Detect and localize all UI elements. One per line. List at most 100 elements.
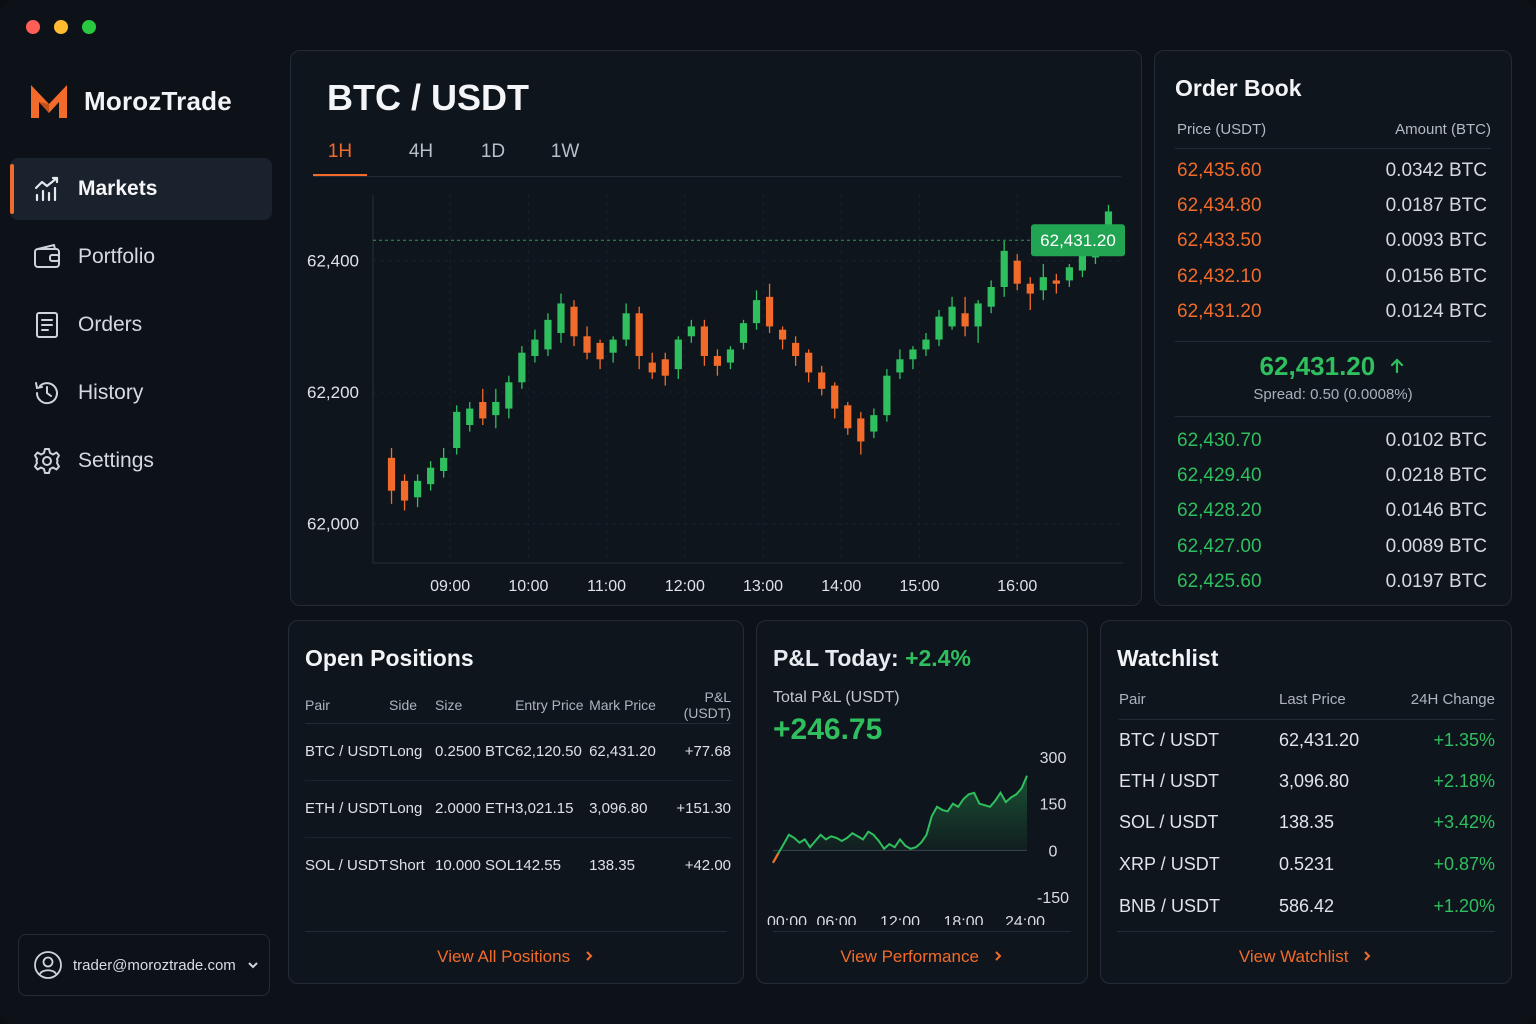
table-row[interactable]: SOL / USDT 138.35 +3.42% xyxy=(1119,802,1495,844)
ask-row[interactable]: 62,435.60 0.0342 BTC xyxy=(1177,153,1487,188)
candle-body xyxy=(596,342,604,360)
candle-body xyxy=(987,287,995,307)
candlestick-chart[interactable]: 62,400 62,200 62,000 09:00 10:00 11:00 12:00 13… xyxy=(291,181,1141,605)
chevron-right-icon xyxy=(586,951,593,961)
position-mark: 3,096.80 xyxy=(589,780,664,838)
sidebar-item-history[interactable]: History xyxy=(10,362,272,424)
view-watchlist-link[interactable]: View Watchlist xyxy=(1101,947,1511,967)
column-header: Mark Price xyxy=(589,687,664,724)
table-row[interactable]: BTC / USDT Long 0.2500 BTC 62,120.50 62,… xyxy=(305,723,731,781)
x-tick-label: 15:00 xyxy=(899,578,939,595)
brand[interactable]: MorozTrade xyxy=(28,80,232,122)
candle-body xyxy=(583,336,591,353)
table-row[interactable]: SOL / USDT Short 10.000 SOL 142.55 138.3… xyxy=(305,837,731,894)
divider xyxy=(1117,931,1495,932)
bid-row[interactable]: 62,428.20 0.0146 BTC xyxy=(1177,494,1487,529)
candle-body xyxy=(1000,250,1008,287)
candle-body xyxy=(818,372,826,389)
ask-row[interactable]: 62,431.20 0.0124 BTC xyxy=(1177,295,1487,330)
bid-row[interactable]: 62,430.70 0.0102 BTC xyxy=(1177,423,1487,458)
candle-body xyxy=(466,408,474,425)
ask-price: 62,433.50 xyxy=(1177,230,1262,252)
tab-4h[interactable]: 4H xyxy=(408,141,434,162)
view-performance-link[interactable]: View Performance xyxy=(757,947,1087,967)
pnl-chart[interactable]: 300 150 0 -150 00:00 06:00 12:00 18:00 24:00 xyxy=(757,729,1087,925)
candle-body xyxy=(752,300,761,324)
candle-body xyxy=(1039,277,1047,291)
candle-body xyxy=(492,402,500,416)
watch-change: +3.42% xyxy=(1433,812,1495,833)
mid-price: 62,431.20 xyxy=(1259,351,1376,381)
table-row[interactable]: XRP / USDT 0.5231 +0.87% xyxy=(1119,844,1495,886)
table-row[interactable]: ETH / USDT 3,096.80 +2.18% xyxy=(1119,761,1495,803)
x-tick-label: 12:00 xyxy=(665,578,705,595)
ask-row[interactable]: 62,434.80 0.0187 BTC xyxy=(1177,188,1487,223)
candle-body xyxy=(453,411,461,448)
column-header: Entry Price xyxy=(515,687,590,724)
pair-title: BTC / USDT xyxy=(327,77,529,118)
position-mark: 62,431.20 xyxy=(589,723,664,781)
candle-body xyxy=(518,352,526,383)
watch-price: 138.35 xyxy=(1279,812,1335,833)
ask-row[interactable]: 62,433.50 0.0093 BTC xyxy=(1177,224,1487,259)
user-menu[interactable]: trader@moroztrade.com xyxy=(18,934,270,996)
bids-list: 62,430.70 0.0102 BTC 62,429.40 0.0218 BTC … xyxy=(1177,423,1487,600)
sidebar-item-label: History xyxy=(78,381,144,404)
candle-body xyxy=(765,296,774,327)
tab-1w[interactable]: 1W xyxy=(550,141,580,162)
minimize-window-button[interactable] xyxy=(54,20,68,34)
table-row[interactable]: BNB / USDT 586.42 +1.20% xyxy=(1119,885,1495,927)
candle-body xyxy=(726,349,735,363)
tab-1d[interactable]: 1D xyxy=(480,141,506,162)
moroztrade-logo-icon xyxy=(31,85,67,118)
position-size: 2.0000 ETH xyxy=(435,780,516,838)
candle-body xyxy=(844,405,852,429)
close-window-button[interactable] xyxy=(26,20,40,34)
column-header: Size xyxy=(435,687,516,724)
tab-1h[interactable]: 1H xyxy=(313,137,367,176)
bid-row[interactable]: 62,425.60 0.0197 BTC xyxy=(1177,565,1487,600)
ask-price: 62,432.10 xyxy=(1177,265,1262,287)
watch-pair: ETH / USDT xyxy=(1119,770,1220,791)
bid-amount: 0.0102 BTC xyxy=(1385,429,1487,451)
maximize-window-button[interactable] xyxy=(82,20,96,34)
bid-amount: 0.0146 BTC xyxy=(1385,500,1487,522)
bid-row[interactable]: 62,429.40 0.0218 BTC xyxy=(1177,458,1487,493)
bid-amount: 0.0218 BTC xyxy=(1385,465,1487,487)
position-pair: ETH / USDT xyxy=(305,780,389,838)
ask-price: 62,434.80 xyxy=(1177,195,1262,217)
sidebar-item-label: Settings xyxy=(78,449,154,472)
open-positions-panel: Open Positions Pair Side Size Entry Pric… xyxy=(288,620,744,984)
table-row[interactable]: ETH / USDT Long 2.0000 ETH 3,021.15 3,09… xyxy=(305,780,731,838)
column-header: Pair xyxy=(1119,681,1279,720)
sidebar-item-label: Markets xyxy=(78,177,158,200)
pnl-area xyxy=(773,775,1027,863)
position-size: 10.000 SOL xyxy=(435,857,516,875)
pnl-panel: P&L Today: +2.4% Total P&L (USDT) +246.7… xyxy=(756,620,1088,984)
candle-body xyxy=(544,319,552,350)
sidebar-item-portfolio[interactable]: Portfolio xyxy=(10,226,272,288)
asks-list: 62,435.60 0.0342 BTC 62,434.80 0.0187 BTC … xyxy=(1177,153,1487,330)
sidebar-item-settings[interactable]: Settings xyxy=(10,430,272,492)
watch-price: 0.5231 xyxy=(1279,854,1335,875)
ask-amount: 0.0342 BTC xyxy=(1385,159,1487,181)
position-entry: 3,021.15 xyxy=(515,780,590,838)
sidebar-item-markets[interactable]: Markets xyxy=(10,158,272,220)
candle-body xyxy=(700,326,708,356)
watch-price: 62,431.20 xyxy=(1279,729,1360,750)
bid-row[interactable]: 62,427.00 0.0089 BTC xyxy=(1177,529,1487,564)
watch-change: +0.87% xyxy=(1433,854,1495,875)
watch-change: +1.35% xyxy=(1433,729,1495,750)
timeframe-tabs: 1H 4H 1D 1W xyxy=(313,137,1121,177)
table-row[interactable]: BTC / USDT 62,431.20 +1.35% xyxy=(1119,719,1495,761)
sidebar-item-orders[interactable]: Orders xyxy=(10,294,272,356)
candle-body xyxy=(387,457,396,491)
watch-pair: SOL / USDT xyxy=(1119,812,1219,833)
candle-body xyxy=(896,359,904,373)
view-all-positions-link[interactable]: View All Positions xyxy=(289,947,743,967)
candle-body xyxy=(935,316,943,340)
column-header: Pair xyxy=(305,687,389,724)
candle-body xyxy=(974,303,982,327)
ask-row[interactable]: 62,432.10 0.0156 BTC xyxy=(1177,259,1487,294)
